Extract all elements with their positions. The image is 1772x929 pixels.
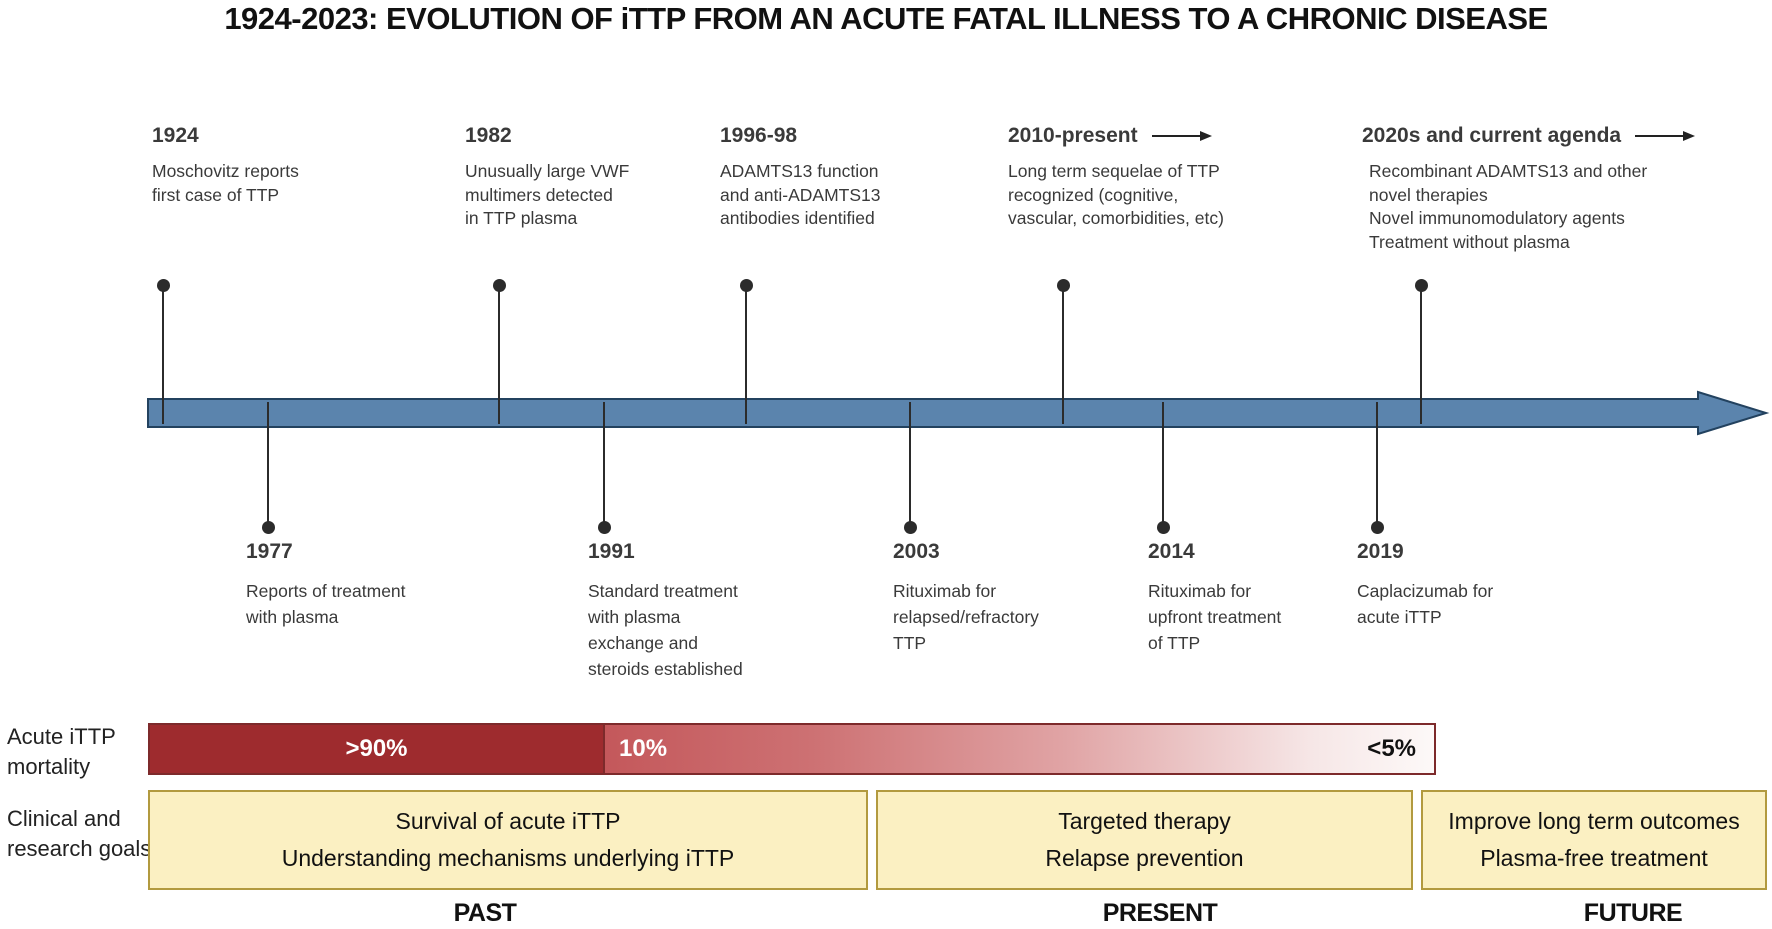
event-year: 1977 — [246, 540, 293, 563]
timeline-event-2003: 2003 Rituximab for relapsed/refractory T… — [893, 540, 1039, 656]
event-year: 1982 — [465, 124, 512, 147]
mortality-value-mid: 10% — [619, 735, 668, 762]
event-year: 1991 — [588, 540, 635, 563]
mortality-bar: >90% 10% <5% — [148, 723, 1436, 775]
event-description: Caplacizumab for acute iTTP — [1357, 581, 1494, 627]
timeline-marker-dot — [904, 521, 917, 534]
timeline-connector — [603, 402, 605, 528]
timeline-event-1977: 1977 Reports of treatment with plasma — [246, 540, 406, 630]
right-arrow-icon — [1151, 130, 1212, 142]
right-arrow-icon — [1635, 130, 1696, 142]
event-description: Standard treatment with plasma exchange … — [588, 581, 743, 679]
event-description: ADAMTS13 function and anti-ADAMTS13 anti… — [720, 161, 881, 228]
event-description: Reports of treatment with plasma — [246, 581, 406, 627]
timeline-event-1991: 1991 Standard treatment with plasma exch… — [588, 540, 743, 682]
era-label-past: PAST — [453, 899, 517, 927]
event-description: Recombinant ADAMTS13 and other novel the… — [1369, 161, 1648, 252]
timeline-connector — [909, 402, 911, 528]
era-label-future: FUTURE — [1583, 899, 1683, 927]
event-year: 1996-98 — [720, 124, 798, 147]
goals-row-label: Clinical and research goals — [7, 806, 152, 861]
goal-line: Understanding mechanisms underlying iTTP — [281, 845, 735, 871]
timeline-event-2019: 2019 Caplacizumab for acute iTTP — [1357, 540, 1493, 630]
mortality-segment-gradient: 10% <5% — [605, 725, 1434, 773]
event-description: Rituximab for upfront treatment of TTP — [1148, 581, 1282, 653]
timeline-connector — [162, 291, 164, 424]
mortality-value-low: <5% — [1367, 735, 1416, 762]
timeline-marker-dot — [1157, 521, 1170, 534]
timeline-connector — [745, 291, 747, 424]
timeline-event-1924: 1924 Moschovitz reports first case of TT… — [152, 124, 299, 207]
timeline-event-2014: 2014 Rituximab for upfront treatment of … — [1148, 540, 1281, 656]
goal-box-present: Targeted therapy Relapse prevention — [876, 790, 1413, 890]
figure-title: 1924-2023: EVOLUTION OF iTTP FROM AN ACU… — [224, 1, 1548, 36]
event-year: 2020s and current agenda — [1362, 124, 1622, 147]
timeline-connector — [1420, 291, 1422, 424]
goal-box-past: Survival of acute iTTP Understanding mec… — [148, 790, 868, 890]
goal-line: Targeted therapy — [1058, 808, 1231, 834]
event-year: 2003 — [893, 540, 940, 563]
timeline-event-1982: 1982 Unusually large VWF multimers detec… — [465, 124, 629, 231]
timeline-event-2020s: 2020s and current agenda Recombinant ADA… — [1362, 124, 1696, 254]
event-description: Moschovitz reports first case of TTP — [152, 161, 299, 205]
timeline-marker-dot — [1057, 279, 1070, 292]
timeline-marker-dot — [740, 279, 753, 292]
goal-line: Improve long term outcomes — [1448, 808, 1740, 834]
event-description: Long term sequelae of TTP recognized (co… — [1008, 161, 1224, 228]
event-year: 2014 — [1148, 540, 1195, 563]
timeline-marker-dot — [1371, 521, 1384, 534]
mortality-segment-high: >90% — [150, 725, 605, 773]
event-year: 1924 — [152, 124, 199, 147]
timeline-marker-dot — [262, 521, 275, 534]
event-year: 2010-present — [1008, 124, 1138, 147]
timeline-marker-dot — [598, 521, 611, 534]
timeline-connector — [1062, 291, 1064, 424]
goal-line: Plasma-free treatment — [1480, 845, 1708, 871]
goal-box-future: Improve long term outcomes Plasma-free t… — [1421, 790, 1767, 890]
mortality-row-label: Acute iTTP mortality — [7, 724, 116, 779]
timeline-connector — [1162, 402, 1164, 528]
timeline-event-2010-present: 2010-present Long term sequelae of TTP r… — [1008, 124, 1224, 231]
timeline-event-1996-98: 1996-98 ADAMTS13 function and anti-ADAMT… — [720, 124, 881, 231]
timeline-connector — [267, 402, 269, 528]
timeline-connector — [498, 291, 500, 424]
timeline-marker-dot — [157, 279, 170, 292]
event-year: 2019 — [1357, 540, 1404, 563]
goal-line: Relapse prevention — [1045, 845, 1244, 871]
timeline-marker-dot — [493, 279, 506, 292]
era-label-present: PRESENT — [1102, 899, 1218, 927]
event-description: Unusually large VWF multimers detected i… — [465, 161, 630, 228]
goal-line: Survival of acute iTTP — [395, 808, 621, 834]
timeline-connector — [1376, 402, 1378, 528]
event-description: Rituximab for relapsed/refractory TTP — [893, 581, 1039, 653]
timeline-marker-dot — [1415, 279, 1428, 292]
timeline-arrow — [147, 390, 1770, 436]
